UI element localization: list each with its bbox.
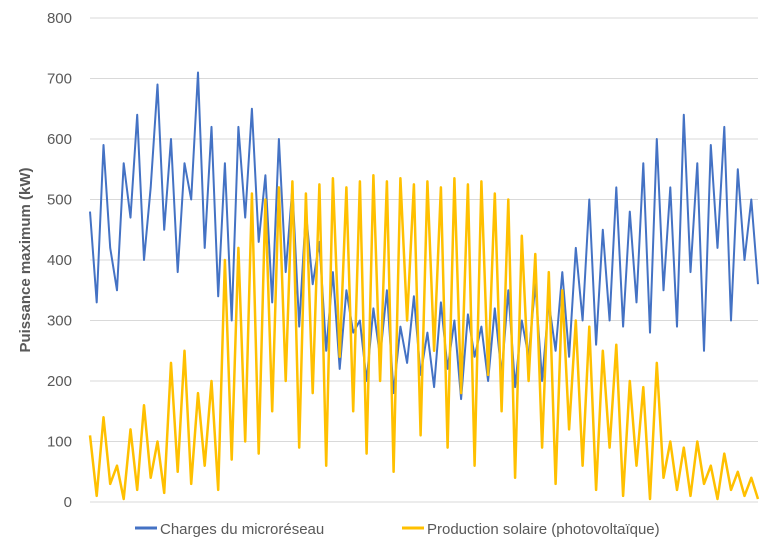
y-tick-label: 400 — [47, 252, 72, 269]
y-axis-ticks: 0 100 200 300 400 500 600 700 800 — [47, 10, 72, 511]
y-axis-label: Puissance maximum (kW) — [17, 167, 34, 352]
gridlines — [90, 17, 758, 503]
y-tick-label: 100 — [47, 434, 72, 451]
y-tick-label: 500 — [47, 192, 72, 209]
series-lines — [88, 71, 760, 501]
y-tick-label: 600 — [47, 131, 72, 148]
legend: Charges du microréseau Production solair… — [135, 521, 660, 538]
y-tick-label: 300 — [47, 313, 72, 330]
y-tick-label: 700 — [47, 71, 72, 88]
y-tick-label: 800 — [47, 10, 72, 27]
y-tick-label: 200 — [47, 373, 72, 390]
legend-label-load: Charges du microréseau — [160, 521, 324, 538]
series-line-solar — [88, 174, 760, 501]
legend-label-solar: Production solaire (photovoltaïque) — [427, 521, 660, 538]
y-tick-label: 0 — [64, 494, 72, 511]
